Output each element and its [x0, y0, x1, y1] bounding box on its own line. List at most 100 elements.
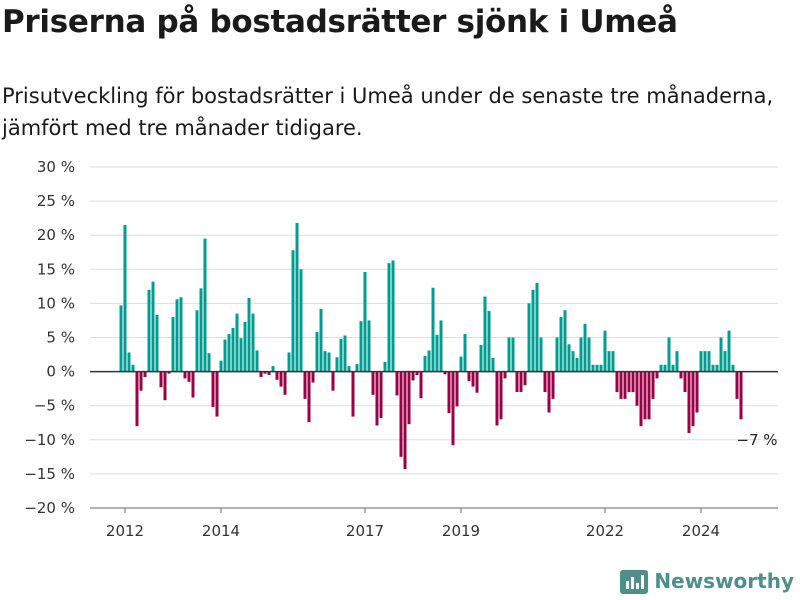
- bar: [359, 321, 363, 372]
- bar: [123, 224, 127, 372]
- bar: [395, 371, 399, 396]
- bar: [223, 339, 227, 372]
- bar: [203, 238, 207, 372]
- y-tick-label: 30 %: [37, 158, 75, 176]
- bar: [707, 351, 711, 372]
- bar: [347, 366, 351, 372]
- bar: [519, 371, 523, 393]
- bar: [507, 337, 511, 372]
- bar: [231, 327, 235, 372]
- bar: [455, 371, 459, 407]
- bar: [475, 371, 479, 393]
- bar: [695, 371, 699, 413]
- chart-logo-icon: [620, 570, 649, 594]
- bar: [603, 330, 607, 372]
- bar: [655, 371, 659, 379]
- bar: [199, 288, 203, 372]
- bar: [415, 371, 419, 376]
- bar: [715, 364, 719, 372]
- bar: [363, 272, 367, 372]
- bar: [323, 351, 327, 372]
- bar: [483, 296, 487, 372]
- bar: [431, 287, 435, 372]
- bar: [315, 332, 319, 372]
- bar: [547, 371, 551, 413]
- bar: [355, 364, 359, 372]
- bar: [331, 371, 335, 391]
- bar: [311, 371, 315, 383]
- bar: [595, 364, 599, 372]
- y-tick-label: 0 %: [46, 363, 75, 381]
- bar: [451, 371, 455, 446]
- bar: [675, 351, 679, 372]
- bar: [699, 351, 703, 372]
- bar: [295, 222, 299, 372]
- bar: [375, 371, 379, 426]
- bar: [703, 351, 707, 372]
- y-tick-label: −15 %: [24, 465, 75, 483]
- bar: [563, 310, 567, 372]
- bar: [343, 335, 347, 372]
- bar: [135, 371, 139, 427]
- bar: [511, 337, 515, 372]
- bar: [495, 371, 499, 426]
- bar: [235, 313, 239, 372]
- chart-subtitle: Prisutveckling för bostadsrätter i Umeå …: [2, 84, 774, 140]
- bar: [303, 371, 307, 399]
- bar: [399, 371, 403, 457]
- bar: [723, 351, 727, 372]
- bar: [207, 353, 211, 372]
- bar: [319, 308, 323, 372]
- bar: [383, 362, 387, 372]
- bar: [175, 299, 179, 372]
- bar: [151, 281, 155, 372]
- bar: [403, 371, 407, 470]
- bar: [327, 352, 331, 372]
- bar: [251, 313, 255, 372]
- bar: [555, 337, 559, 372]
- bar: [503, 371, 507, 379]
- bar: [627, 371, 631, 393]
- bar: [171, 317, 175, 372]
- bar: [351, 371, 355, 417]
- bar: [411, 371, 415, 381]
- bar: [335, 357, 339, 372]
- bar: [215, 371, 219, 417]
- x-tick-label: 2017: [346, 522, 384, 540]
- bar: [275, 371, 279, 380]
- bar: [271, 366, 275, 372]
- brand-logo[interactable]: Newsworthy: [620, 568, 794, 594]
- bar: [711, 364, 715, 372]
- bar: [571, 351, 575, 372]
- bar: [499, 371, 503, 420]
- bar: [227, 334, 231, 372]
- bar: [639, 371, 643, 427]
- x-tick-label: 2019: [442, 522, 480, 540]
- last-value-annotation: −7 %: [736, 431, 777, 449]
- bar: [163, 371, 167, 401]
- bar: [179, 297, 183, 372]
- bar: [535, 282, 539, 372]
- bar: [439, 320, 443, 372]
- bar: [443, 371, 447, 375]
- bar: [287, 352, 291, 372]
- bar: [599, 364, 603, 372]
- bar: [615, 371, 619, 393]
- bar: [167, 371, 171, 374]
- bar: [631, 371, 635, 393]
- bar: [279, 371, 283, 387]
- bar: [739, 371, 743, 420]
- bar: [435, 334, 439, 372]
- bar: [263, 371, 267, 374]
- bar: [183, 371, 187, 379]
- bar: [611, 351, 615, 372]
- bar: [531, 289, 535, 372]
- bar: [307, 371, 311, 423]
- bar: [479, 345, 483, 372]
- bar: [427, 350, 431, 372]
- bar: [687, 371, 691, 433]
- bar: [567, 344, 571, 372]
- bar: [243, 321, 247, 372]
- bar: [579, 337, 583, 372]
